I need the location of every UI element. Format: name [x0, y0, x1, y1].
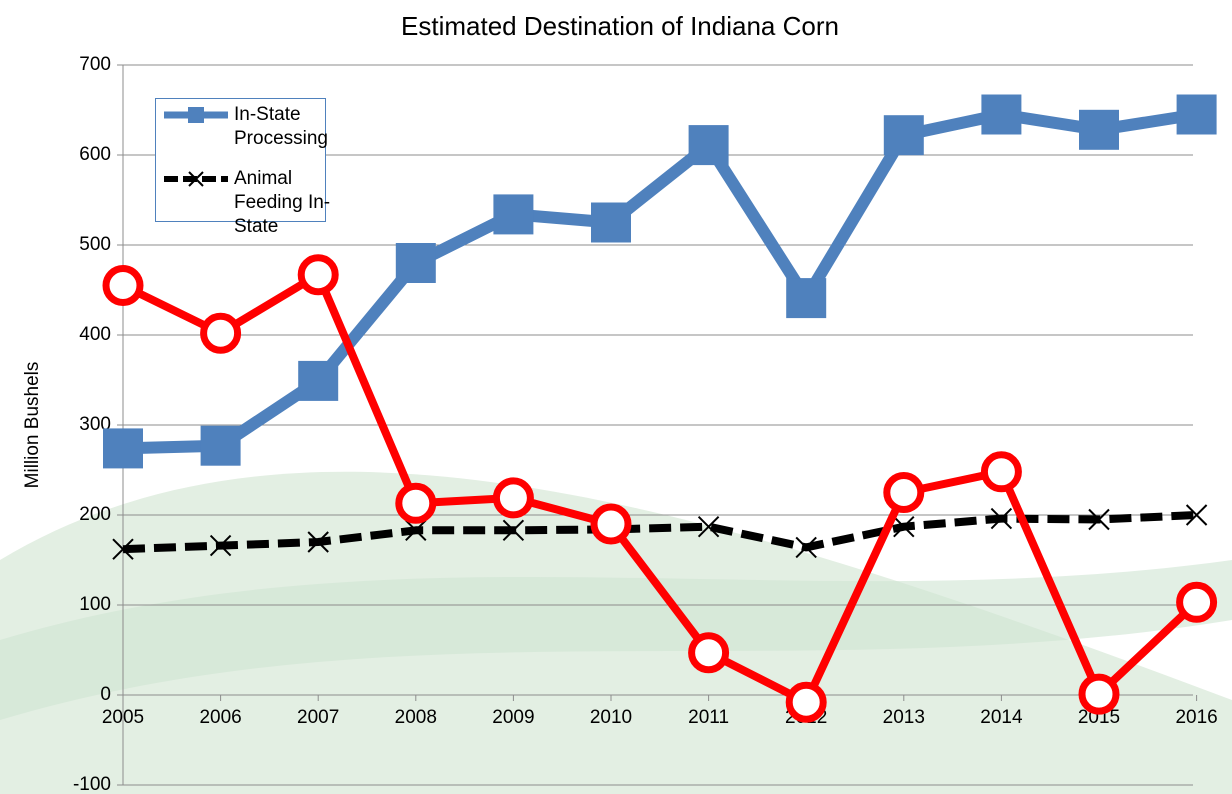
- marker: [301, 258, 335, 292]
- legend-marker: [188, 107, 204, 123]
- marker: [106, 269, 140, 303]
- marker: [591, 203, 631, 243]
- y-tick-label: 0: [100, 684, 111, 705]
- legend-label: In-State Processing: [234, 103, 334, 151]
- legend-swatch: [160, 167, 232, 191]
- marker: [887, 476, 921, 510]
- marker: [493, 194, 533, 234]
- marker: [594, 507, 628, 541]
- y-tick-label: 600: [79, 144, 111, 165]
- legend-entry: In-State Processing: [160, 103, 334, 151]
- legend-swatch: [160, 103, 232, 127]
- marker: [981, 95, 1021, 135]
- x-tick-label: 2005: [102, 707, 144, 728]
- y-tick-label: 100: [79, 594, 111, 615]
- marker: [692, 636, 726, 670]
- marker: [298, 361, 338, 401]
- marker: [204, 316, 238, 350]
- marker: [689, 125, 729, 165]
- marker: [1180, 585, 1214, 619]
- x-tick-label: 2013: [883, 707, 925, 728]
- page: Estimated Destination of Indiana Corn Mi…: [0, 0, 1232, 794]
- y-tick-label: 400: [79, 324, 111, 345]
- chart-title: Estimated Destination of Indiana Corn: [401, 11, 839, 41]
- marker: [201, 426, 241, 466]
- marker: [396, 243, 436, 283]
- marker: [884, 115, 924, 155]
- marker: [496, 481, 530, 515]
- y-axis-label: Million Bushels: [22, 362, 43, 489]
- marker: [984, 455, 1018, 489]
- x-tick-label: 2008: [395, 707, 437, 728]
- x-tick-label: 2014: [980, 707, 1023, 728]
- y-tick-label: 200: [79, 504, 111, 525]
- marker: [399, 486, 433, 520]
- x-tick-label: 2016: [1175, 707, 1217, 728]
- legend-entry: Animal Feeding In-State: [160, 167, 334, 239]
- marker: [786, 278, 826, 318]
- marker: [1082, 677, 1116, 711]
- x-tick-label: 2011: [688, 707, 729, 728]
- marker: [789, 685, 823, 719]
- marker: [103, 428, 143, 468]
- x-tick-label: 2009: [492, 707, 534, 728]
- x-tick-label: 2006: [199, 707, 241, 728]
- marker: [1079, 110, 1119, 150]
- x-tick-label: 2010: [590, 707, 632, 728]
- y-tick-label: -100: [73, 774, 111, 794]
- y-tick-label: 700: [79, 54, 111, 75]
- x-tick-label: 2007: [297, 707, 339, 728]
- marker: [1177, 95, 1217, 135]
- y-tick-label: 500: [79, 234, 111, 255]
- legend-label: Animal Feeding In-State: [234, 167, 334, 239]
